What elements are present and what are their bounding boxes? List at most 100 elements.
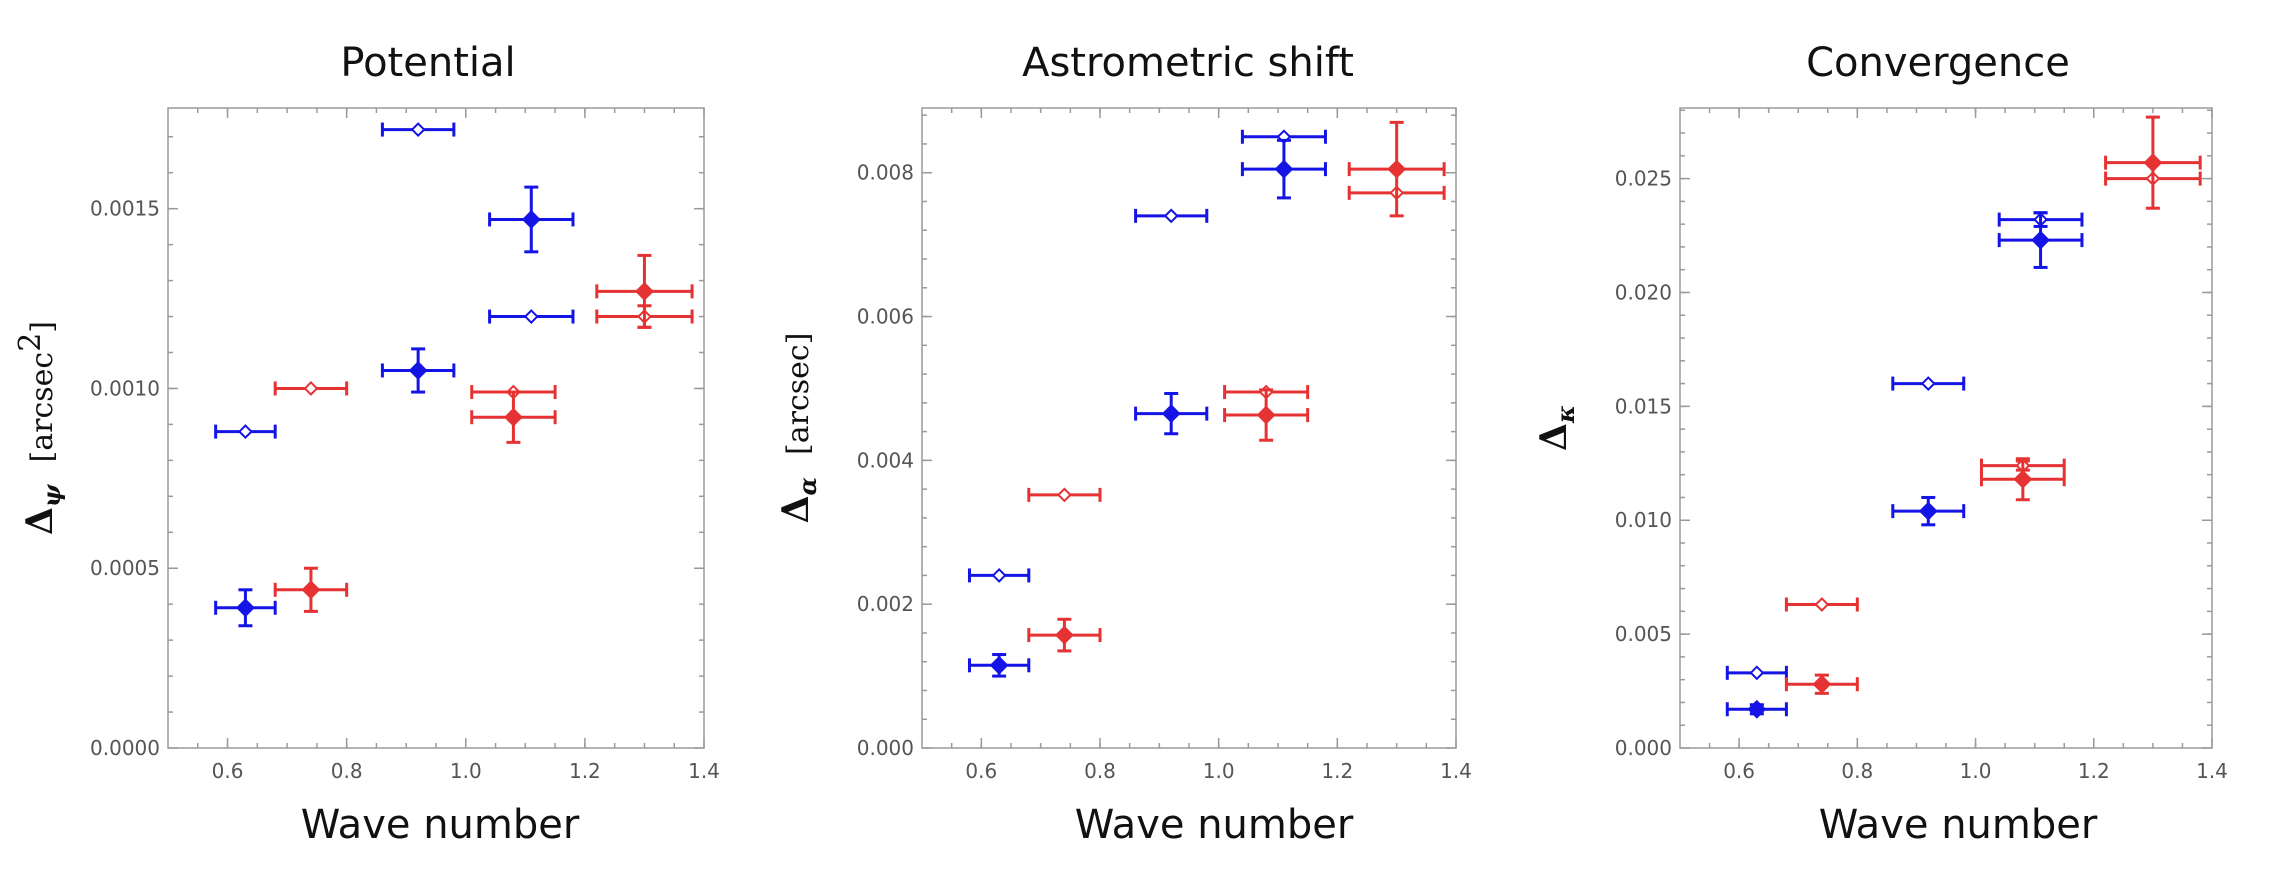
y-tick-label: 0.006	[857, 305, 914, 329]
panel-astrometric-shift: Astrometric shift 0.6 0.8 1.0 1.2 1.4 0.000 0.…	[775, 40, 1472, 848]
y-label-subscript: κ	[1551, 405, 1580, 424]
diamond-marker	[2031, 230, 2050, 250]
y-axis-label: Δψ [arcsec2]	[13, 321, 66, 535]
diamond-marker	[989, 655, 1009, 675]
y-axis-label: Δα [arcsec]	[775, 333, 822, 524]
red-filled-diamond-point	[1223, 388, 1310, 442]
diamond-marker	[504, 407, 523, 427]
red-filled-diamond-point	[1347, 120, 1446, 218]
data-layer	[1725, 115, 2202, 719]
data-layer	[214, 122, 694, 628]
diamond-marker	[1274, 159, 1294, 179]
x-tick-label: 0.8	[1841, 759, 1873, 783]
y-tick-label: 0.004	[857, 448, 914, 472]
red-filled-diamond-point	[273, 566, 349, 613]
x-tick-label: 0.8	[1084, 759, 1116, 783]
blue-filled-diamond-point	[967, 653, 1031, 678]
red-open-diamond-point	[273, 381, 349, 396]
x-tick-label: 1.2	[1321, 759, 1353, 783]
red-open-diamond-point	[1784, 597, 1859, 612]
y-tick-label: 0.000	[857, 736, 914, 760]
red-filled-diamond-point	[1027, 617, 1102, 653]
diamond-marker	[408, 361, 428, 380]
blue-filled-diamond-point	[1891, 495, 1966, 527]
y-label-unit: [arcsec	[25, 352, 60, 463]
y-label-symbol: Δ	[1533, 423, 1575, 451]
blue-filled-diamond-point	[488, 185, 575, 254]
red-filled-diamond-point	[2104, 115, 2202, 210]
blue-open-diamond-point	[1134, 208, 1209, 224]
y-tick-label: 0.025	[1615, 167, 1672, 191]
blue-filled-diamond-point	[1725, 699, 1788, 719]
red-filled-diamond-point	[1979, 457, 2066, 502]
y-tick-label: 0.008	[857, 161, 914, 185]
plot-frame	[921, 107, 1457, 749]
diamond-marker	[1163, 208, 1179, 224]
blue-open-diamond-point	[214, 424, 277, 440]
y-tick-label: 0.020	[1615, 280, 1672, 304]
diamond-marker	[1812, 674, 1832, 694]
red-filled-diamond-point	[470, 390, 557, 444]
red-filled-diamond-point	[1784, 673, 1859, 695]
x-axis-label: Wave number	[1819, 802, 2098, 848]
diamond-marker	[1749, 665, 1765, 681]
diamond-marker	[410, 122, 426, 137]
x-tick-label: 1.4	[2196, 759, 2228, 783]
blue-filled-diamond-point	[380, 347, 456, 394]
diamond-marker	[2143, 153, 2163, 173]
x-tick-label: 1.0	[1203, 759, 1235, 783]
diamond-marker	[1056, 487, 1072, 503]
x-tick-label: 1.2	[2078, 759, 2110, 783]
y-tick-label: 0.000	[1615, 736, 1672, 760]
tick-layer: 0.6 0.8 1.0 1.2 1.4 0.000 0.005 0.010 0.015 0.020…	[1615, 108, 2228, 783]
blue-open-diamond-point	[380, 122, 456, 137]
y-label-subscript: α	[793, 477, 822, 495]
diamond-marker	[236, 598, 255, 618]
x-tick-label: 0.6	[965, 759, 997, 783]
x-tick-label: 1.4	[1440, 759, 1472, 783]
red-open-diamond-point	[1027, 487, 1102, 503]
diamond-marker	[301, 580, 321, 600]
diamond-marker	[2013, 469, 2033, 489]
red-filled-diamond-point	[595, 253, 694, 329]
y-tick-label: 0.0005	[90, 556, 160, 580]
y-label-unit-close: ]	[25, 321, 60, 333]
panel-title: Convergence	[1806, 40, 2070, 86]
diamond-marker	[1814, 597, 1830, 612]
diamond-marker	[1256, 405, 1276, 425]
blue-filled-diamond-point	[214, 588, 277, 628]
x-tick-label: 1.0	[450, 759, 482, 783]
blue-open-diamond-point	[1725, 665, 1788, 681]
blue-open-diamond-point	[1891, 376, 1966, 392]
x-axis-label: Wave number	[1075, 802, 1354, 848]
blue-open-diamond-point	[967, 568, 1031, 583]
diamond-marker	[1747, 699, 1767, 719]
x-tick-label: 0.6	[1723, 759, 1755, 783]
diamond-marker	[523, 309, 539, 324]
x-tick-label: 1.0	[1960, 759, 1992, 783]
plot-frame	[1679, 107, 2213, 749]
blue-filled-diamond-point	[1134, 391, 1209, 436]
data-layer	[967, 120, 1446, 678]
y-tick-label: 0.005	[1615, 622, 1672, 646]
y-label-symbol: Δ	[19, 507, 61, 535]
blue-open-diamond-point	[488, 309, 575, 324]
tick-layer: 0.6 0.8 1.0 1.2 1.4 0.000 0.002 0.004 0.006 0.008	[857, 108, 1472, 783]
blue-filled-diamond-point	[1997, 211, 2084, 269]
y-label-subscript: ψ	[37, 483, 66, 507]
diamond-marker	[521, 210, 541, 229]
diamond-marker	[991, 568, 1007, 583]
diamond-marker	[1920, 376, 1936, 392]
y-tick-label: 0.010	[1615, 508, 1672, 532]
diamond-marker	[1161, 404, 1181, 424]
x-tick-label: 0.6	[212, 759, 244, 783]
y-axis-label: Δκ	[1533, 405, 1580, 451]
x-tick-label: 0.8	[331, 759, 363, 783]
diamond-marker	[1918, 501, 1938, 521]
x-tick-label: 1.4	[688, 759, 720, 783]
panel-title: Astrometric shift	[1022, 40, 1354, 86]
y-label-unit: [arcsec]	[781, 333, 816, 455]
diamond-marker	[238, 424, 253, 440]
tick-layer: 0.6 0.8 1.0 1.2 1.4 0.0000 0.0005 0.0010 0.0015	[90, 108, 720, 783]
